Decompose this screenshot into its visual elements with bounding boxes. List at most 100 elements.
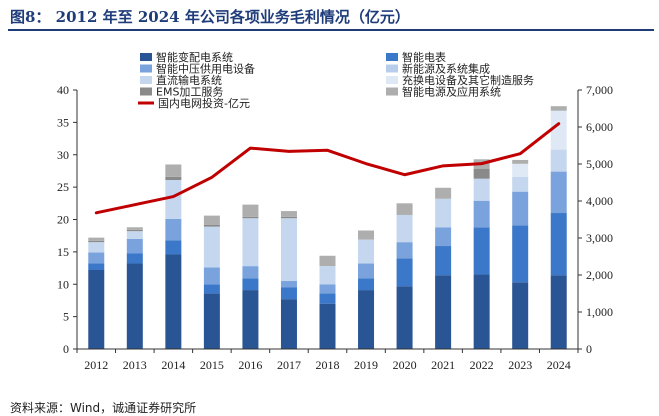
bar-segment — [512, 282, 529, 349]
legend-swatch — [140, 53, 152, 61]
bar-segment — [358, 263, 375, 279]
x-tick-label: 2023 — [508, 358, 532, 372]
bar-segment — [512, 191, 529, 226]
bar-segment — [319, 284, 336, 294]
bar-segment — [435, 187, 452, 199]
left-tick-label: 5 — [63, 310, 69, 324]
bar-segment — [473, 168, 490, 179]
legend-label: 智能电表 — [402, 50, 446, 64]
legend-swatch — [386, 87, 398, 96]
bar-segment — [280, 299, 297, 349]
bar-segment — [280, 287, 297, 300]
bar-segment — [396, 203, 413, 215]
x-tick-label: 2020 — [393, 358, 417, 372]
chart-axes: 0 5 10 15 20 25 30 35 40 0 1,000 2,000 3,000 4,000 5,0… — [57, 83, 613, 372]
legend-label: 新能源及系统集成 — [402, 62, 490, 76]
bar-segment — [358, 230, 375, 240]
line-series-path — [94, 122, 561, 215]
x-tick-label: 2016 — [238, 358, 262, 372]
left-tick-label: 40 — [57, 83, 69, 97]
x-tick-label: 2012 — [84, 358, 108, 372]
bar-segment — [126, 229, 143, 232]
bar-segment — [126, 231, 143, 239]
x-tick-label: 2024 — [547, 358, 571, 372]
bar-segment — [396, 214, 413, 243]
bar-segment — [435, 227, 452, 247]
bar-segment — [203, 284, 220, 294]
bar-segment — [435, 246, 452, 276]
x-tick-label: 2017 — [277, 358, 301, 372]
right-tick-label: 6,000 — [586, 120, 613, 134]
legend-label: EMS加工服务 — [156, 86, 223, 99]
bar-segment — [165, 176, 182, 181]
x-tick-label: 2019 — [354, 358, 378, 372]
bar-segment — [126, 238, 143, 254]
bar-segment — [473, 274, 490, 349]
x-tick-label: 2022 — [470, 358, 494, 372]
right-tick-label: 4,000 — [586, 194, 613, 208]
bar-segment — [203, 293, 220, 349]
bar-segment — [473, 227, 490, 275]
bar-segment — [242, 278, 259, 291]
bar-segment — [280, 216, 297, 219]
legend-swatch — [140, 87, 152, 96]
bar-segment — [165, 218, 182, 241]
bar-segment — [319, 266, 336, 285]
bar-segment — [473, 178, 490, 201]
bar-segment — [280, 281, 297, 288]
right-tick-label: 5,000 — [586, 157, 613, 171]
right-tick-label: 2,000 — [586, 268, 613, 282]
bar-segment — [473, 200, 490, 228]
right-tick-label: 3,000 — [586, 231, 613, 245]
x-tick-label: 2015 — [200, 358, 224, 372]
bar-segment — [203, 224, 220, 227]
bar-segment — [203, 226, 220, 268]
bar-segment — [319, 255, 336, 267]
bar-segment — [319, 293, 336, 304]
left-tick-label: 10 — [57, 277, 69, 291]
bar-segment — [358, 239, 375, 264]
title-divider — [8, 29, 654, 31]
legend-label: 智能中压供用电设备 — [156, 62, 255, 76]
bar-segment — [203, 267, 220, 285]
x-tick-label: 2018 — [316, 358, 340, 372]
bar-segment — [396, 258, 413, 287]
bar-segment — [280, 218, 297, 282]
bar-series-group — [88, 106, 567, 349]
bar-segment — [165, 164, 182, 177]
bar-segment — [358, 290, 375, 349]
bar-segment — [550, 171, 567, 214]
left-tick-label: 15 — [57, 245, 69, 259]
bar-segment — [165, 254, 182, 349]
left-tick-label: 35 — [57, 115, 69, 129]
bar-segment — [512, 159, 529, 164]
legend-swatch — [140, 76, 152, 84]
bar-segment — [550, 106, 567, 111]
bar-segment — [242, 216, 259, 219]
bar-segment — [550, 213, 567, 276]
bar-segment — [165, 180, 182, 219]
legend-label: 智能电源及应用系统 — [402, 85, 501, 99]
left-tick-label: 0 — [63, 342, 69, 356]
bar-segment — [396, 242, 413, 259]
legend-swatch — [386, 64, 398, 73]
bar-segment — [88, 242, 105, 253]
bar-segment — [280, 211, 297, 217]
bar-segment — [512, 176, 529, 192]
bar-segment — [242, 266, 259, 279]
legend-label: 国内电网投资-亿元 — [158, 96, 250, 110]
right-tick-label: 7,000 — [586, 83, 613, 97]
bar-segment — [88, 270, 105, 349]
bar-segment — [435, 275, 452, 349]
line-series-group — [94, 122, 561, 215]
bar-segment — [88, 252, 105, 264]
bar-segment — [550, 275, 567, 349]
bar-segment — [358, 278, 375, 291]
right-tick-label: 1,000 — [586, 305, 613, 319]
bar-segment — [126, 253, 143, 264]
source-note: 资料来源：Wind，诚通证券研究所 — [10, 401, 197, 415]
right-tick-label: 0 — [586, 342, 592, 356]
bar-segment — [435, 198, 452, 228]
